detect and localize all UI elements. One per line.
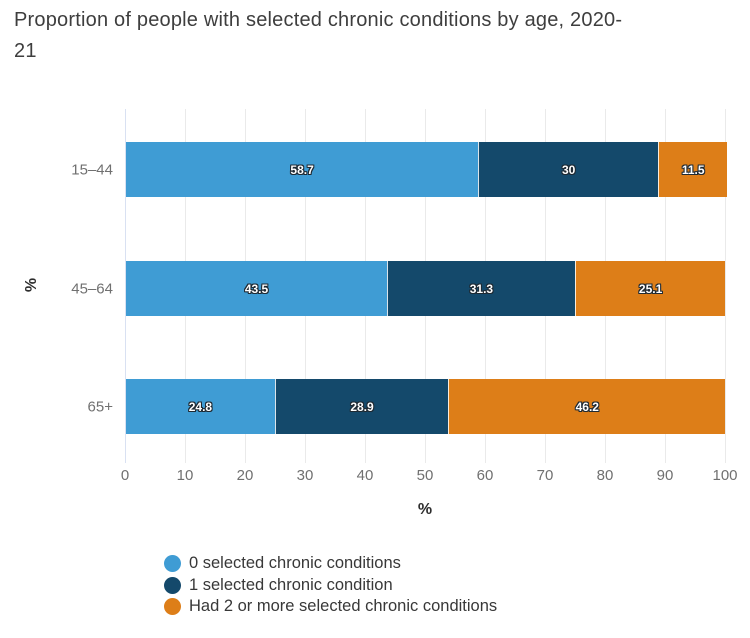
x-tick-label: 100	[712, 467, 738, 484]
chart-title-line1: Proportion of people with selected chron…	[14, 9, 623, 31]
bar-segment[interactable]: 24.8	[126, 379, 275, 434]
category-label: 65+	[87, 398, 113, 415]
x-tick-label: 60	[476, 467, 494, 484]
bar-value-label: 31.3	[469, 281, 494, 296]
legend: 0 selected chronic conditions 1 selected …	[164, 553, 497, 618]
bar-value-label: 58.7	[290, 162, 314, 177]
legend-item[interactable]: 1 selected chronic condition	[164, 575, 497, 597]
category-label: 45–64	[71, 280, 113, 297]
y-axis-line	[125, 109, 126, 463]
legend-marker-icon	[164, 576, 181, 594]
bar-segment[interactable]: 43.5	[126, 261, 387, 316]
legend-label: Had 2 or more selected chronic condition…	[189, 597, 498, 616]
bar-segment[interactable]: 25.1	[574, 261, 726, 316]
bar-segment[interactable]: 31.3	[387, 261, 575, 316]
bar-row: 65+ 24.8 28.9 46.2	[88, 379, 726, 434]
x-tick-label: 30	[296, 467, 314, 484]
legend-marker-icon	[164, 598, 181, 616]
x-tick-label: 80	[596, 467, 614, 484]
legend-marker-icon	[164, 555, 181, 573]
category-label: 15–44	[71, 161, 113, 178]
bar-value-label: 24.8	[188, 399, 213, 414]
x-tick-label: 70	[536, 467, 554, 484]
y-axis-title: %	[23, 277, 40, 293]
legend-item[interactable]: Had 2 or more selected chronic condition…	[164, 596, 497, 618]
x-tick-label: 40	[356, 467, 374, 484]
legend-item[interactable]: 0 selected chronic conditions	[164, 553, 497, 575]
bar-value-label: 43.5	[244, 281, 269, 296]
chart-title: Proportion of people with selected chron…	[14, 5, 734, 67]
x-tick-label: 0	[120, 467, 130, 484]
legend-label: 0 selected chronic conditions	[189, 554, 401, 573]
bar-segment[interactable]: 28.9	[274, 379, 449, 434]
x-tick-label: 20	[236, 467, 254, 484]
bar-segment[interactable]: 46.2	[448, 379, 726, 434]
plot-area: 15–44 58.7 30 11.5 45–64 43.5 31.3 25.1 65+ 24.8 2…	[71, 109, 728, 463]
bar-value-label: 28.9	[350, 399, 374, 414]
bar-value-label: 46.2	[575, 399, 599, 414]
bar-segment[interactable]: 58.7	[126, 142, 479, 197]
bar-row: 15–44 58.7 30 11.5	[71, 142, 728, 197]
bar-value-label: 11.5	[681, 162, 705, 177]
x-tick-label: 10	[176, 467, 194, 484]
chart-title-line2: 21	[14, 40, 37, 62]
bar-value-label: 30	[562, 162, 576, 177]
x-tick-label: 90	[656, 467, 674, 484]
x-tick-label: 50	[416, 467, 434, 484]
bar-row: 45–64 43.5 31.3 25.1	[71, 261, 726, 316]
legend-label: 1 selected chronic condition	[189, 575, 393, 594]
gridline	[725, 109, 726, 463]
bar-segment[interactable]: 30	[478, 142, 659, 197]
bar-segment[interactable]: 11.5	[658, 142, 728, 197]
bar-value-label: 25.1	[638, 281, 663, 296]
x-axis-title: %	[417, 501, 433, 518]
x-tick-labels: 0 10 20 30 40 50 60 70 80 90 100	[0, 467, 750, 487]
